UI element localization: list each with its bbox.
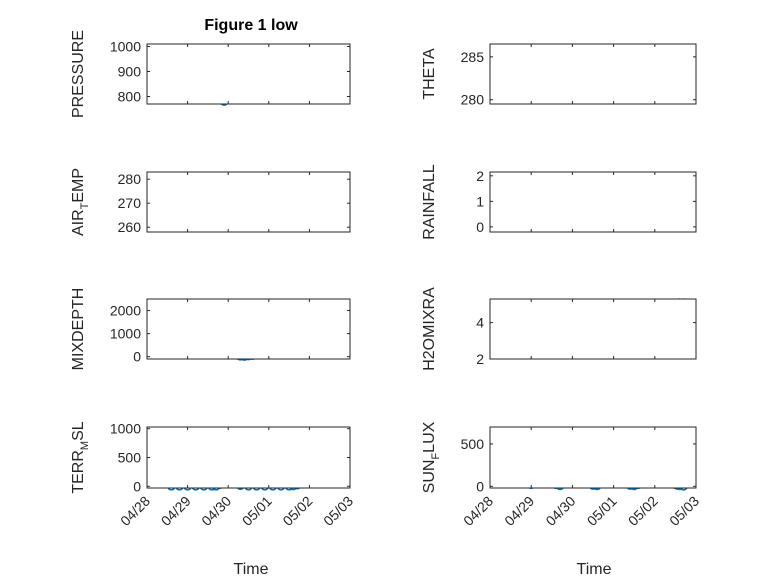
y-axis-label: AIRTEMP — [70, 168, 91, 236]
y-axis-label: SUNFLUX — [421, 421, 442, 493]
subplot-5: 0 1000 2000 MIXDEPTH — [70, 288, 351, 371]
y-axis-label-post: EMP — [70, 168, 87, 203]
y-tick-label: 285 — [461, 49, 485, 65]
y-tick-label: 1000 — [110, 421, 141, 437]
y-axis-label-sub: T — [79, 202, 91, 209]
y-tick-label: 0 — [133, 349, 141, 365]
subplot-1: 800 900 1000 PRESSURE — [70, 30, 351, 118]
y-axis-label-sub: M — [79, 441, 91, 450]
axes-frame — [489, 43, 697, 105]
y-tick-label: 0 — [476, 219, 484, 235]
y-axis-label-post: SL — [70, 421, 87, 441]
y-axis-label: H2OMIXRA — [421, 287, 438, 371]
y-axis-label: RAINFALL — [421, 164, 438, 240]
y-axis-label-main: RAINFALL — [421, 164, 438, 240]
y-axis-label-main: THETA — [421, 48, 438, 100]
y-tick-label: 800 — [118, 89, 142, 105]
axes-frame — [146, 426, 351, 489]
y-tick-label: 260 — [118, 219, 142, 235]
axes-frame — [489, 298, 697, 360]
subplot-4: 0 1 2 RAINFALL — [421, 164, 697, 240]
axes-frame — [146, 43, 351, 105]
y-axis-label: THETA — [421, 48, 438, 100]
y-axis-label-main: AIR — [70, 209, 87, 236]
x-axis-label-left: Time — [234, 561, 269, 578]
y-tick-label: 1000 — [110, 39, 141, 55]
y-axis-label: MIXDEPTH — [70, 288, 87, 371]
y-tick-label: 280 — [461, 92, 485, 108]
y-tick-label: 2 — [476, 168, 484, 184]
y-tick-label: 900 — [118, 64, 142, 80]
y-tick-label: 0 — [476, 478, 484, 494]
y-axis-label-post: LUX — [421, 421, 438, 452]
y-tick-label: 280 — [118, 171, 142, 187]
subplot-2: 280 285 THETA — [421, 43, 697, 108]
y-tick-label: 270 — [118, 195, 142, 211]
y-tick-label: 1000 — [110, 326, 141, 342]
y-axis-label-main: TERR — [70, 450, 87, 494]
y-axis-label-sub: F — [430, 453, 442, 460]
axes-frame — [146, 171, 351, 233]
subplot-6: 2 4 H2OMIXRA — [421, 287, 697, 371]
y-axis-label-main: PRESSURE — [70, 30, 87, 118]
y-axis-label: PRESSURE — [70, 30, 87, 118]
y-axis-label-main: H2OMIXRA — [421, 287, 438, 371]
axes-frame — [489, 426, 697, 489]
y-tick-label: 0 — [133, 478, 141, 494]
x-axis-label-right: Time — [577, 561, 612, 578]
y-tick-label: 500 — [118, 450, 142, 466]
y-tick-label: 4 — [476, 315, 484, 331]
figure-title: Figure 1 low — [204, 17, 298, 34]
y-axis-label-main: SUN — [421, 460, 438, 494]
y-tick-label: 2000 — [110, 303, 141, 319]
y-axis-label: TERRMSL — [70, 421, 91, 493]
subplot-3: 260 270 280 AIRTEMP — [70, 168, 351, 236]
y-axis-label-main: MIXDEPTH — [70, 288, 87, 371]
axes-frame — [489, 171, 697, 233]
y-tick-label: 1 — [476, 193, 484, 209]
y-tick-label: 2 — [476, 351, 484, 367]
y-tick-label: 500 — [461, 436, 485, 452]
axes-frame — [146, 298, 351, 360]
